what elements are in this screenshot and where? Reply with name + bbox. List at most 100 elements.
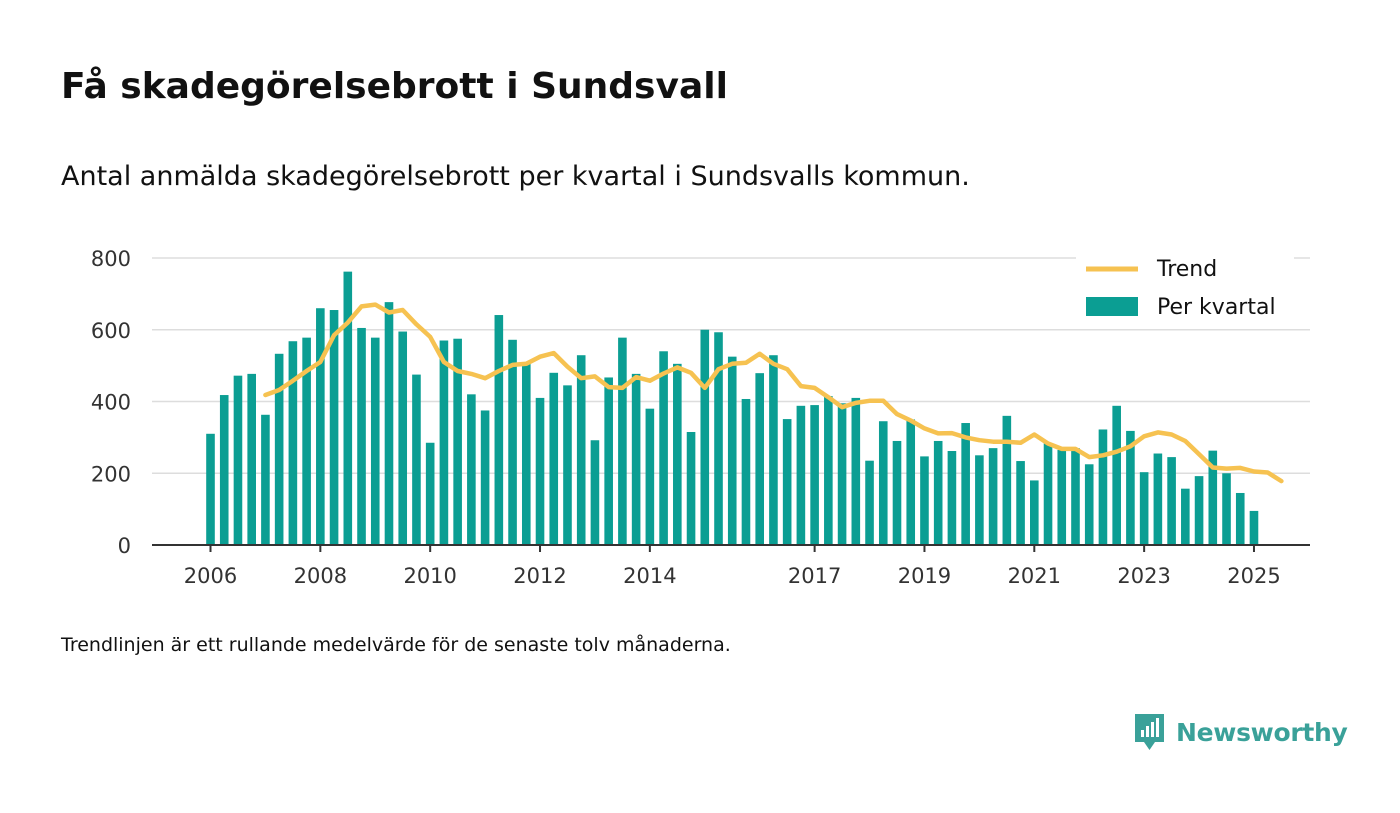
bar [824,396,833,545]
bar [645,408,655,545]
bar [494,315,504,545]
bar [563,385,572,545]
bar [384,302,394,545]
bar [1222,473,1231,545]
bar [618,337,627,545]
bar [988,448,998,545]
newsworthy-logo-icon [1135,714,1164,750]
bar [782,419,792,545]
y-tick-label: 400 [91,391,131,415]
bar [576,355,586,545]
bar [535,397,545,545]
y-tick-label: 600 [91,319,131,343]
bar [1030,480,1039,545]
bar [1181,488,1190,545]
x-tick-label: 2006 [184,564,237,588]
bar [247,373,256,545]
brand-logo: Newsworthy [1133,712,1348,752]
bar [233,375,243,545]
footnote: Trendlinjen är ett rullande medelvärde f… [61,634,731,656]
bar-series [206,271,1259,545]
brand-name: Newsworthy [1176,717,1348,747]
bar [1002,415,1012,545]
y-tick-label: 200 [91,462,131,486]
bar [837,403,847,545]
legend-trend-label: Trend [1156,257,1217,282]
bar [1043,443,1053,545]
bar [1139,472,1149,545]
bar [686,431,696,545]
x-tick-label: 2010 [403,564,456,588]
bar [604,377,613,545]
bar [1249,510,1259,545]
bar [549,372,559,545]
bar [453,338,462,545]
bar [755,373,764,545]
bar [659,351,668,545]
bar [947,451,957,545]
bar [810,405,819,545]
bar [673,363,682,545]
trend-series [263,302,1284,484]
bar [521,362,531,545]
bar [1208,450,1218,545]
x-tick-label: 2008 [294,564,347,588]
bar [1016,461,1025,545]
bar [975,455,984,545]
bar [370,337,380,545]
bar [302,337,311,545]
bar [329,310,339,545]
bar [590,440,600,545]
bar [398,331,408,545]
bar [357,327,366,545]
legend: Trend Per kvartal [1076,250,1294,328]
bar [219,395,229,545]
bar [892,440,902,545]
bar [1235,492,1245,545]
trend-line [263,302,1284,484]
bar [920,456,929,545]
bar [1167,457,1176,545]
y-tick-labels: 0 200 400 600 800 [91,247,131,558]
bar [700,329,710,545]
legend-bar-label: Per kvartal [1157,295,1276,320]
bar [1071,448,1080,545]
bar [480,410,490,545]
bar [1084,464,1094,545]
bar [316,308,325,545]
y-tick-label: 0 [118,534,131,558]
legend-bar-swatch [1086,297,1138,316]
bar [439,340,449,545]
bar [878,421,888,545]
bar [906,419,916,545]
bar [274,353,284,545]
bar [206,433,215,545]
bar [741,398,751,545]
x-tick-label: 2014 [623,564,676,588]
bar [508,339,517,545]
bar [1057,449,1067,545]
chart-title: Få skadegörelsebrott i Sundsvall [61,66,728,107]
bar [425,442,435,545]
bar [631,373,641,545]
x-tick-labels: 2006 2008 2010 2012 2014 2017 2019 2021 2023 2025 [184,564,1281,588]
x-tick-label: 2017 [788,564,841,588]
bar [467,394,476,545]
bar [261,414,270,545]
x-tick-label: 2023 [1117,564,1170,588]
bar [865,460,874,545]
bar [727,356,737,545]
bar [1112,405,1121,545]
bar [343,271,353,545]
x-tick-label: 2012 [513,564,566,588]
bar [796,405,806,545]
x-tick-label: 2019 [898,564,951,588]
y-tick-label: 800 [91,247,131,271]
x-tick-label: 2021 [1008,564,1061,588]
bar [851,397,861,545]
bar [714,332,723,545]
bar [1194,476,1204,545]
bar [961,423,970,545]
bar [1126,430,1135,545]
